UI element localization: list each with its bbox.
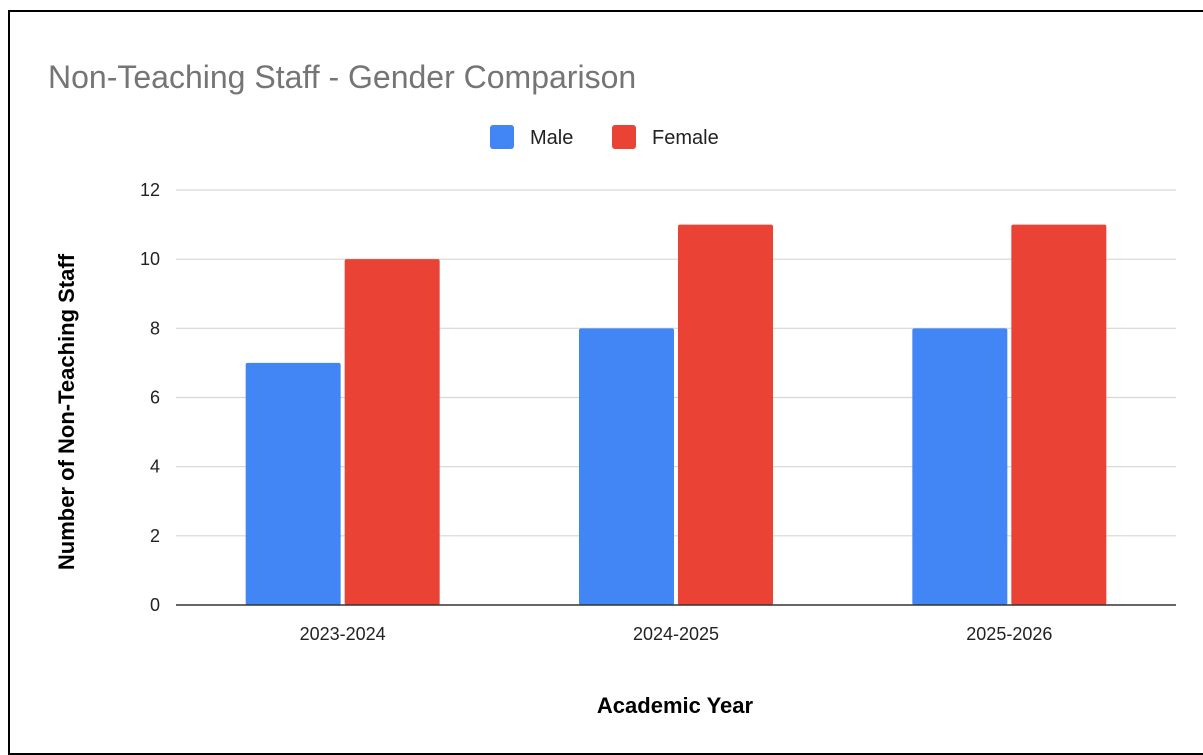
y-tick-label: 8	[150, 318, 160, 338]
y-tick-label: 6	[150, 388, 160, 408]
bar-male-2023-2024	[245, 362, 341, 605]
bar-female-2023-2024	[344, 259, 440, 605]
legend-swatch-female	[612, 125, 636, 149]
x-tick-label: 2024-2025	[633, 624, 719, 644]
bar-female-2025-2026	[1011, 224, 1107, 606]
y-axis-title: Number of Non-Teaching Staff	[54, 253, 79, 570]
bar-male-2025-2026	[912, 328, 1008, 605]
chart-title: Non-Teaching Staff - Gender Comparison	[48, 59, 636, 95]
y-tick-label: 0	[150, 595, 160, 615]
legend-label-male: Male	[530, 127, 573, 149]
y-tick-label: 4	[150, 457, 160, 477]
x-tick-label: 2023-2024	[300, 624, 386, 644]
bars	[245, 224, 1107, 606]
gridlines	[176, 189, 1176, 537]
y-tick-label: 12	[140, 180, 160, 200]
y-tick-label: 2	[150, 526, 160, 546]
bar-female-2024-2025	[678, 224, 773, 606]
bar-male-2024-2025	[579, 328, 674, 605]
legend: Male Female	[490, 125, 719, 149]
x-axis-ticks: 2023-2024 2024-2025 2025-2026	[300, 624, 1053, 644]
x-tick-label: 2025-2026	[966, 624, 1052, 644]
y-tick-label: 10	[140, 249, 160, 269]
y-axis-ticks: 0 2 4 6 8 10 12	[140, 180, 160, 615]
x-axis-title: Academic Year	[597, 693, 754, 718]
legend-swatch-male	[490, 125, 514, 149]
legend-label-female: Female	[652, 127, 719, 149]
